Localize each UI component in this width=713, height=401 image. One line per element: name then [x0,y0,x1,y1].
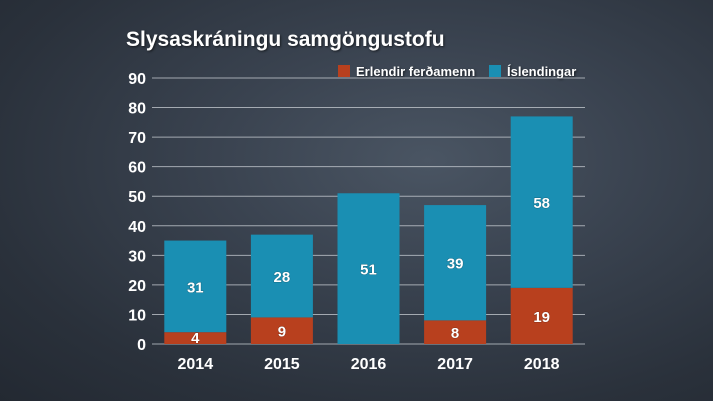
bar-segment [164,332,227,344]
bar-data-label: 4 [191,330,200,347]
bar-data-label: 51 [360,262,377,279]
bar-segment [424,320,487,344]
y-tick-label: 80 [128,101,146,118]
bar-segment [424,205,487,321]
y-tick-label: 90 [128,71,146,88]
y-tick-label: 20 [128,278,146,295]
legend-label-erlendir: Erlendir ferðamenn [356,63,476,79]
y-tick-label: 60 [128,160,146,177]
bar-data-label: 8 [451,325,459,342]
y-tick-label: 10 [128,307,146,324]
bar-data-label: 9 [278,324,286,341]
legend-label-islendingar: Íslendingar [507,63,577,79]
x-tick-label: 2018 [524,356,560,373]
legend-swatch-erlendir [338,65,350,77]
bar-data-label: 31 [187,279,204,296]
bar-segment [337,193,400,344]
y-tick-label: 0 [137,337,146,354]
bar-data-label: 39 [447,256,464,273]
chart-title: Slysaskráningu samgöngustofu [126,28,445,51]
legend-swatch-islendingar [489,65,501,77]
y-tick-label: 70 [128,130,146,147]
x-tick-label: 2014 [178,356,214,373]
y-tick-label: 50 [128,189,146,206]
x-tick-label: 2015 [264,356,300,373]
legend-item-islendingar: Íslendingar [489,62,576,80]
bar-segment [250,317,313,344]
y-tick-label: 40 [128,219,146,236]
bar-segment [250,234,313,318]
bar-data-label: 19 [533,309,550,326]
bar-segment [510,116,573,288]
bar-segment [164,240,227,333]
x-tick-label: 2016 [351,356,387,373]
bar-data-label: 28 [274,269,291,286]
y-tick-label: 30 [128,248,146,265]
bar-segment [510,287,573,344]
legend-item-erlendir: Erlendir ferðamenn [338,62,475,80]
x-tick-label: 2017 [437,356,473,373]
bar-data-label: 58 [533,195,550,212]
